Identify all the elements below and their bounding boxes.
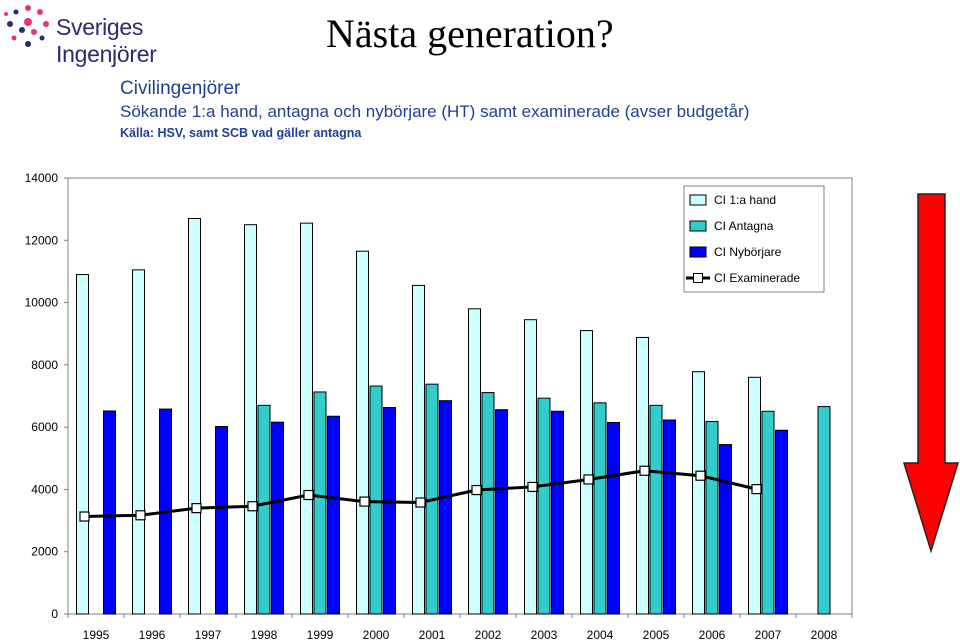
- line-point-ci-examinerade: [247, 501, 258, 512]
- bar-ci-nyb-rjare: [775, 429, 788, 615]
- x-tick-label: 2005: [643, 628, 670, 641]
- chart-source: Källa: HSV, samt SCB vad gäller antagna: [120, 126, 362, 140]
- bar-ci-antagna: [369, 385, 383, 615]
- bar-ci-nyb-rjare: [439, 400, 452, 615]
- x-tick-label: 2001: [419, 628, 446, 641]
- line-point-ci-examinerade: [751, 484, 762, 495]
- legend-box: [683, 185, 825, 293]
- slide-title: Nästa generation?: [326, 11, 614, 56]
- line-point-ci-examinerade: [527, 481, 538, 493]
- legend-label: CI Examinerade: [714, 271, 800, 285]
- bar-ci-1-a-hand: [468, 308, 481, 615]
- bar-ci-nyb-rjare: [215, 426, 228, 615]
- bar-ci-nyb-rjare: [383, 407, 396, 615]
- bar-ci-antagna: [761, 410, 775, 615]
- y-tick-label: 14000: [25, 171, 59, 185]
- line-point-ci-examinerade: [695, 470, 706, 481]
- legend-label: CI Nybörjare: [714, 245, 782, 259]
- bar-ci-1-a-hand: [188, 217, 201, 615]
- line-point-ci-examinerade: [359, 496, 370, 507]
- bar-ci-1-a-hand: [300, 222, 313, 615]
- bar-ci-nyb-rjare: [495, 409, 508, 615]
- bar-ci-nyb-rjare: [103, 410, 116, 615]
- x-tick-label: 1996: [139, 628, 166, 641]
- bar-ci-antagna: [705, 421, 719, 615]
- line-point-ci-examinerade: [639, 465, 650, 476]
- x-tick-label: 2008: [811, 628, 838, 641]
- x-tick-label: 2006: [699, 628, 726, 641]
- bar-ci-nyb-rjare: [327, 415, 340, 615]
- y-tick-label: 10000: [25, 296, 59, 310]
- bar-ci-1-a-hand: [580, 330, 593, 615]
- x-tick-label: 2004: [587, 628, 614, 641]
- logo-dots-icon: [4, 5, 49, 47]
- sveriges-ingenjorer-logo: Sveriges Ingenjörer: [2, 2, 242, 67]
- bar-ci-antagna: [817, 406, 831, 615]
- down-arrow-icon: [902, 193, 960, 554]
- x-tick-label: 1995: [83, 628, 110, 641]
- bar-ci-antagna: [313, 391, 327, 615]
- line-point-ci-examinerade: [415, 497, 426, 508]
- bar-ci-antagna: [593, 402, 607, 615]
- legend-label: CI 1:a hand: [714, 193, 776, 207]
- bar-ci-1-a-hand: [412, 284, 425, 615]
- legend-swatch: [689, 194, 707, 206]
- bar-ci-1-a-hand: [356, 250, 369, 615]
- bar-ci-nyb-rjare: [663, 419, 676, 615]
- line-point-ci-examinerade: [471, 484, 482, 496]
- bar-ci-antagna: [481, 392, 495, 615]
- bar-ci-1-a-hand: [692, 371, 705, 615]
- bar-ci-nyb-rjare: [271, 421, 284, 615]
- bar-ci-1-a-hand: [244, 224, 257, 615]
- bar-ci-antagna: [649, 404, 663, 615]
- x-tick-label: 2002: [475, 628, 502, 641]
- y-tick-label: 8000: [31, 358, 58, 372]
- logo-text: Sveriges Ingenjörer: [56, 14, 157, 67]
- line-point-ci-examinerade: [303, 489, 314, 501]
- line-point-ci-examinerade: [583, 474, 594, 485]
- legend-line-marker: [693, 273, 703, 283]
- legend-label: CI Antagna: [714, 219, 774, 233]
- bar-ci-antagna: [257, 404, 271, 615]
- x-tick-label: 2000: [363, 628, 390, 641]
- y-tick-label: 12000: [25, 233, 59, 247]
- legend-swatch: [689, 220, 707, 232]
- chart-area: 0 2000 4000 6000 8000 10000 12000 14000 1995 1996…: [25, 171, 853, 641]
- y-tick-label: 0: [51, 607, 58, 621]
- line-point-ci-examinerade: [191, 503, 202, 514]
- chart-subtitle: Sökande 1:a hand, antagna och nybörjare …: [120, 102, 750, 121]
- bar-ci-nyb-rjare: [719, 444, 732, 615]
- y-tick-label: 4000: [31, 482, 58, 496]
- line-point-ci-examinerade: [79, 511, 90, 522]
- y-tick-label: 6000: [31, 420, 58, 434]
- bar-ci-1-a-hand: [748, 376, 761, 615]
- bar-ci-1-a-hand: [132, 269, 145, 615]
- x-tick-label: 1998: [251, 628, 278, 641]
- x-tick-label: 1999: [307, 628, 334, 641]
- line-point-ci-examinerade: [135, 510, 146, 521]
- chart-heading: Civilingenjörer: [120, 78, 241, 99]
- bar-ci-1-a-hand: [76, 274, 89, 615]
- legend-swatch: [689, 246, 707, 258]
- bar-ci-nyb-rjare: [551, 410, 564, 615]
- bar-ci-antagna: [537, 397, 551, 615]
- bar-ci-1-a-hand: [524, 319, 537, 615]
- x-tick-label: 1997: [195, 628, 222, 641]
- y-tick-label: 2000: [31, 545, 58, 559]
- x-tick-label: 2007: [755, 628, 782, 641]
- x-tick-label: 2003: [531, 628, 558, 641]
- bar-ci-nyb-rjare: [607, 421, 620, 615]
